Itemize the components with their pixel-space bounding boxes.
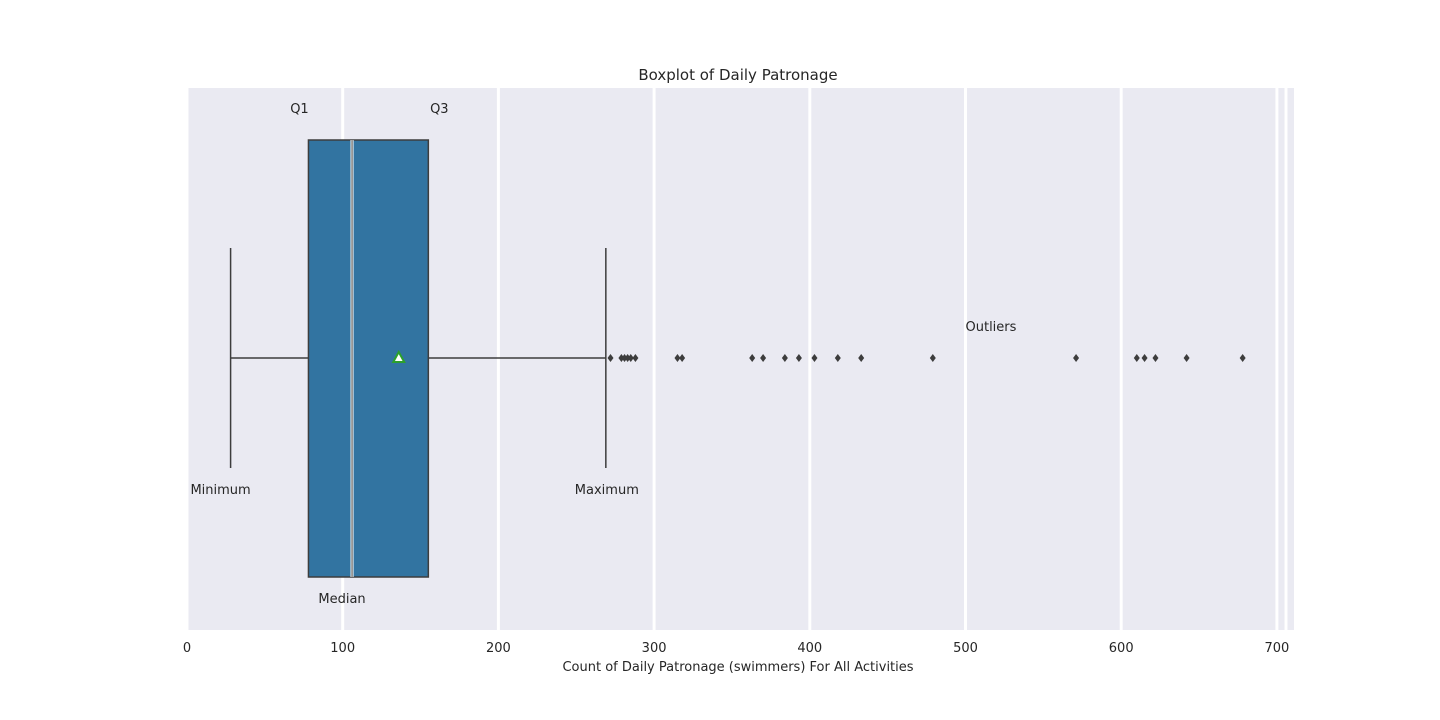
x-tick-label-6: 600 <box>1109 641 1134 656</box>
outlier-point-18 <box>1141 354 1148 362</box>
outlier-point-10 <box>781 354 788 362</box>
outlier-point-17 <box>1133 354 1140 362</box>
x-tick-label-0: 0 <box>183 641 191 656</box>
outlier-point-13 <box>834 354 841 362</box>
x-tick-label-1: 100 <box>330 641 355 656</box>
x-tick-label-2: 200 <box>486 641 511 656</box>
whiskers <box>229 248 607 468</box>
outlier-point-21 <box>1239 354 1246 362</box>
box <box>307 139 430 578</box>
outlier-point-14 <box>858 354 865 362</box>
outlier-point-2 <box>621 354 628 362</box>
annotations: Q1 Q3 Minimum Maximum Median Outliers <box>190 102 1016 607</box>
outlier-point-3 <box>624 354 631 362</box>
x-axis-ticks: 0 100 200 300 400 500 600 700 <box>183 641 1289 656</box>
mean-marker <box>391 349 406 363</box>
annotation-outliers: Outliers <box>966 320 1017 335</box>
x-tick-label-4: 400 <box>797 641 822 656</box>
x-tick-label-5: 500 <box>953 641 978 656</box>
outlier-point-0 <box>607 354 614 362</box>
x-tick-label-3: 300 <box>642 641 667 656</box>
outlier-point-5 <box>632 354 639 362</box>
outlier-point-1 <box>618 354 625 362</box>
iqr-box <box>307 139 430 578</box>
annotation-minimum: Minimum <box>190 483 250 498</box>
outlier-point-11 <box>795 354 802 362</box>
annotation-maximum: Maximum <box>575 483 639 498</box>
outliers <box>607 354 1246 362</box>
outlier-point-20 <box>1183 354 1190 362</box>
annotation-q1: Q1 <box>290 102 309 117</box>
outlier-point-16 <box>1073 354 1080 362</box>
outlier-point-6 <box>674 354 681 362</box>
annotation-q3: Q3 <box>430 102 449 117</box>
annotation-median: Median <box>318 592 365 607</box>
x-tick-label-7: 700 <box>1264 641 1289 656</box>
outlier-point-12 <box>811 354 818 362</box>
outlier-point-7 <box>679 354 686 362</box>
outlier-point-8 <box>749 354 756 362</box>
outlier-point-15 <box>929 354 936 362</box>
outlier-point-9 <box>760 354 767 362</box>
chart-title: Boxplot of Daily Patronage <box>638 66 837 84</box>
x-axis-label: Count of Daily Patronage (swimmers) For … <box>562 660 913 675</box>
outlier-point-19 <box>1152 354 1159 362</box>
outlier-point-4 <box>627 354 634 362</box>
